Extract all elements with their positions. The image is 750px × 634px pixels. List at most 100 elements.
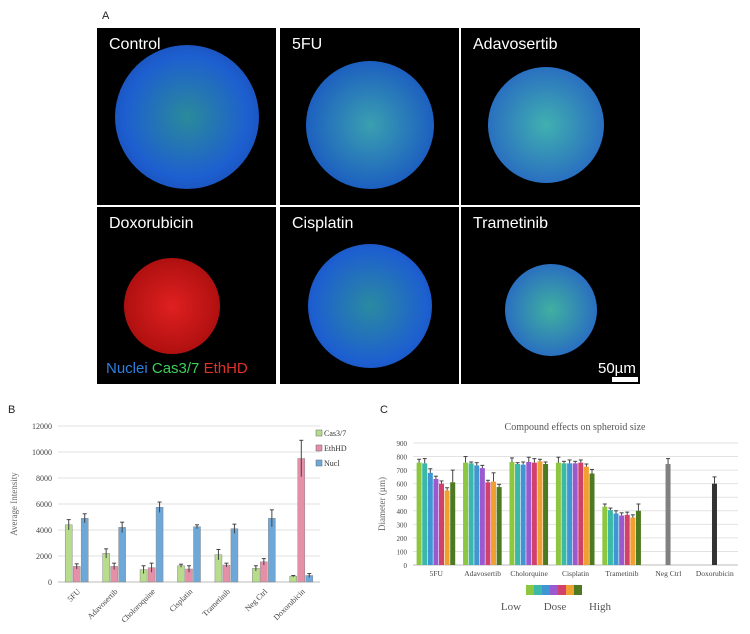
bar-dose-2 — [468, 463, 474, 565]
micrograph-title: Trametinib — [473, 215, 548, 232]
x-tick-label: Choloroquine — [120, 587, 158, 625]
bar-dose-4 — [619, 515, 625, 565]
bar-nucl — [268, 518, 276, 583]
y-tick-label: 800 — [397, 454, 408, 462]
y-tick-label: 600 — [397, 481, 408, 489]
bar-dose-3 — [474, 465, 480, 565]
bar-dose-3 — [520, 464, 526, 565]
bar-dose-5 — [624, 514, 630, 565]
bar-dose-4 — [479, 468, 485, 565]
x-tick-label: Cisplatin — [562, 569, 589, 578]
y-tick-label: 10000 — [32, 448, 52, 457]
bar-nucl — [230, 528, 239, 583]
dose-legend-swatch — [574, 585, 582, 595]
legend-nuclei: Nuclei — [106, 360, 148, 377]
panel-b-label: B — [8, 404, 16, 416]
scale-bar-label: 50µm — [598, 360, 636, 377]
panel-c-label: C — [380, 404, 388, 416]
y-tick-label: 300 — [397, 521, 408, 529]
y-axis-label: Average Intensity — [9, 472, 19, 536]
y-tick-label: 100 — [397, 548, 408, 556]
x-tick-label: Doxorubicin — [696, 569, 734, 578]
bar-dose-2 — [561, 463, 567, 565]
micrograph-5fu: 5FU — [280, 28, 459, 205]
bar-nucl — [118, 527, 126, 583]
legend-swatch — [315, 429, 323, 437]
y-tick-label: 0 — [48, 578, 52, 587]
bar-nucl — [155, 507, 164, 583]
micrograph-title: Control — [109, 36, 161, 53]
legend-label: Nucl — [324, 459, 340, 468]
micrograph-cisplatin: Cisplatin — [280, 207, 459, 384]
y-tick-label: 0 — [404, 562, 408, 570]
dose-legend-low: Low — [501, 601, 521, 613]
y-axis-label: Diameter (µm) — [377, 477, 387, 531]
legend-label: Cas3/7 — [324, 429, 346, 438]
x-tick-label: Neg Ctrl — [243, 587, 270, 614]
bar-dose-1 — [555, 462, 561, 565]
bar-dose-6 — [537, 461, 543, 565]
micrograph-trametinib: Trametinib — [461, 207, 640, 384]
bar-dose-7 — [496, 487, 502, 565]
bar-nucl — [80, 518, 89, 583]
y-tick-label: 400 — [397, 508, 408, 516]
bar-dose-5 — [578, 462, 584, 565]
micrograph-title: Adavosertib — [473, 36, 558, 53]
x-tick-label: Doxorubicin — [272, 587, 307, 622]
bar-dose-6 — [444, 490, 450, 565]
bar-dose-6 — [630, 517, 636, 565]
micrograph-title: 5FU — [292, 36, 323, 53]
y-tick-label: 200 — [397, 535, 408, 543]
channel-legend: Nuclei Cas3/7 EthHD — [106, 360, 248, 377]
micrograph-control: Control — [97, 28, 276, 205]
x-tick-label: Cisplatin — [168, 587, 195, 614]
bar-dose-2 — [607, 510, 613, 565]
scale-bar — [612, 377, 638, 382]
y-tick-label: 4000 — [36, 526, 52, 535]
legend-swatch — [315, 444, 323, 452]
chart-title: Compound effects on spheroid size — [505, 422, 646, 433]
dose-legend-swatch — [558, 585, 566, 595]
bar-cas37 — [177, 565, 185, 583]
bar-dose-5 — [439, 483, 445, 565]
panel-a-label: A — [102, 10, 110, 22]
y-tick-label: 6000 — [36, 500, 52, 509]
x-tick-label: Cholorquine — [510, 569, 548, 578]
bar-ethhd — [297, 458, 306, 583]
bar-dose-1 — [602, 506, 608, 565]
x-tick-label: Trametinib — [605, 569, 638, 578]
micrograph-adavosertib: Adavosertib — [461, 28, 640, 205]
bar-cas37 — [289, 575, 298, 583]
bar-dose-7 — [450, 482, 456, 565]
legend-ethhd: EthHD — [203, 360, 248, 377]
spheroid — [487, 66, 604, 183]
bar-dose-3 — [567, 463, 573, 565]
x-tick-label: Neg Ctrl — [655, 569, 681, 578]
bar-dose-2 — [422, 463, 428, 565]
bar-cas37 — [64, 524, 73, 583]
bar-dose-1 — [665, 464, 671, 565]
x-tick-label: Adavosertib — [464, 569, 501, 578]
bar-dose-4 — [572, 463, 578, 565]
bar-dose-5 — [531, 462, 537, 565]
dose-legend-swatch — [550, 585, 558, 595]
bar-dose-1 — [509, 461, 515, 565]
bar-dose-7 — [543, 464, 549, 565]
bar-dose-1 — [416, 462, 422, 565]
bar-dose-3 — [427, 472, 433, 565]
spheroid — [305, 60, 434, 189]
dose-legend-mid: Dose — [544, 601, 567, 613]
bar-dose-1 — [711, 483, 717, 565]
bar-ethhd — [222, 564, 231, 583]
y-tick-label: 700 — [397, 467, 408, 475]
bar-dose-5 — [485, 482, 491, 565]
dose-legend-swatch — [566, 585, 574, 595]
bar-dose-4 — [433, 478, 439, 565]
dose-legend-high: High — [589, 601, 612, 613]
legend-cas37: Cas3/7 — [151, 360, 200, 377]
x-tick-label: 5FU — [430, 569, 444, 578]
x-tick-label: Adavosertib — [86, 587, 120, 621]
spheroid — [504, 263, 597, 356]
dose-legend-swatch — [526, 585, 534, 595]
